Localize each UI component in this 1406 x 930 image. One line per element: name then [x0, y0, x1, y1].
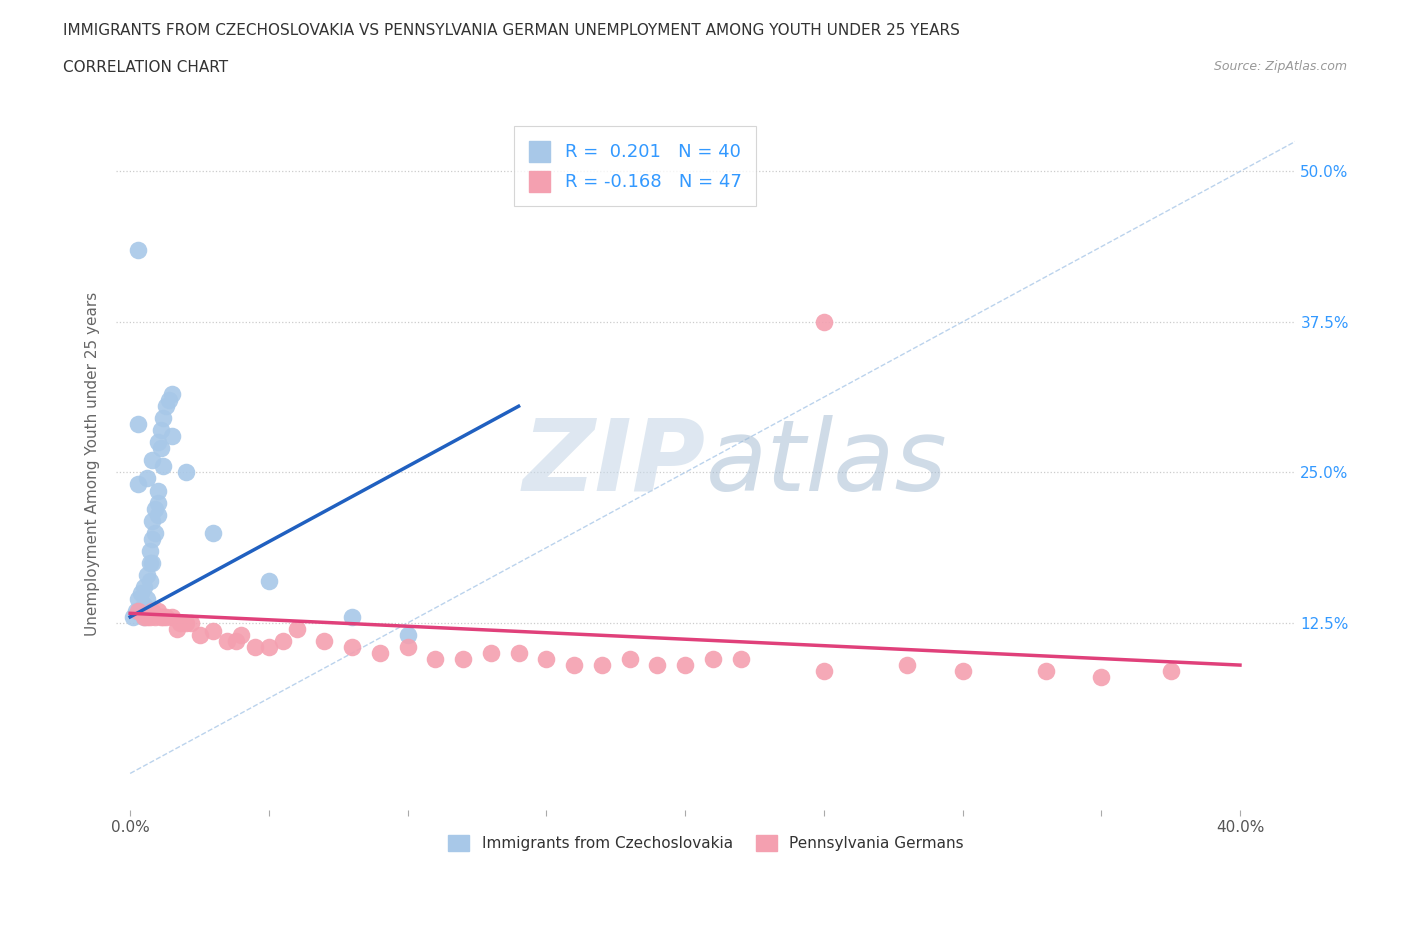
Point	[202, 624, 225, 639]
Point	[536, 652, 558, 667]
Point	[702, 652, 724, 667]
Y-axis label: Unemployment Among Youth under 25 years: Unemployment Among Youth under 25 years	[86, 291, 100, 635]
Point	[132, 597, 155, 612]
Point	[425, 652, 447, 667]
Point	[174, 465, 197, 480]
Point	[591, 658, 613, 672]
Point	[285, 621, 308, 636]
Point	[143, 501, 166, 516]
Point	[174, 616, 197, 631]
Point	[138, 574, 160, 589]
Point	[813, 314, 835, 329]
Point	[141, 453, 163, 468]
Point	[127, 604, 149, 618]
Point	[647, 658, 669, 672]
Point	[132, 609, 155, 624]
Point	[141, 604, 163, 618]
Point	[127, 477, 149, 492]
Point	[135, 471, 157, 485]
Text: IMMIGRANTS FROM CZECHOSLOVAKIA VS PENNSYLVANIA GERMAN UNEMPLOYMENT AMONG YOUTH U: IMMIGRANTS FROM CZECHOSLOVAKIA VS PENNSY…	[63, 23, 960, 38]
Point	[340, 640, 363, 655]
Point	[143, 525, 166, 540]
Point	[155, 399, 177, 414]
Point	[129, 604, 152, 618]
Point	[673, 658, 696, 672]
Point	[135, 567, 157, 582]
Point	[202, 525, 225, 540]
Point	[160, 429, 183, 444]
Point	[619, 652, 641, 667]
Point	[508, 645, 530, 660]
Point	[146, 507, 169, 522]
Point	[127, 243, 149, 258]
Text: atlas: atlas	[706, 415, 948, 512]
Point	[562, 658, 585, 672]
Point	[141, 531, 163, 546]
Point	[146, 483, 169, 498]
Point	[127, 591, 149, 606]
Text: Source: ZipAtlas.com: Source: ZipAtlas.com	[1213, 60, 1347, 73]
Point	[257, 574, 280, 589]
Point	[896, 658, 918, 672]
Point	[271, 633, 294, 648]
Point	[155, 609, 177, 624]
Point	[396, 628, 419, 643]
Point	[160, 609, 183, 624]
Text: ZIP: ZIP	[523, 415, 706, 512]
Point	[132, 609, 155, 624]
Point	[129, 585, 152, 600]
Point	[125, 604, 148, 618]
Point	[180, 616, 202, 631]
Point	[149, 423, 172, 438]
Point	[152, 459, 174, 474]
Point	[1090, 670, 1112, 684]
Point	[160, 387, 183, 402]
Point	[138, 543, 160, 558]
Point	[146, 604, 169, 618]
Point	[952, 664, 974, 679]
Legend: Immigrants from Czechoslovakia, Pennsylvania Germans: Immigrants from Czechoslovakia, Pennsylv…	[441, 829, 970, 857]
Point	[141, 513, 163, 528]
Point	[152, 411, 174, 426]
Point	[149, 441, 172, 456]
Point	[157, 392, 180, 407]
Point	[169, 616, 191, 631]
Point	[368, 645, 391, 660]
Point	[135, 609, 157, 624]
Point	[132, 579, 155, 594]
Point	[217, 633, 239, 648]
Text: CORRELATION CHART: CORRELATION CHART	[63, 60, 228, 75]
Point	[146, 435, 169, 450]
Point	[149, 609, 172, 624]
Point	[225, 633, 247, 648]
Point	[166, 621, 188, 636]
Point	[243, 640, 266, 655]
Point	[813, 664, 835, 679]
Point	[314, 633, 336, 648]
Point	[122, 609, 145, 624]
Point	[127, 417, 149, 432]
Point	[188, 628, 211, 643]
Point	[141, 555, 163, 570]
Point	[143, 609, 166, 624]
Point	[146, 495, 169, 510]
Point	[396, 640, 419, 655]
Point	[479, 645, 502, 660]
Point	[138, 609, 160, 624]
Point	[1035, 664, 1057, 679]
Point	[138, 555, 160, 570]
Point	[135, 591, 157, 606]
Point	[229, 628, 252, 643]
Point	[340, 609, 363, 624]
Point	[1160, 664, 1182, 679]
Point	[257, 640, 280, 655]
Point	[451, 652, 474, 667]
Point	[730, 652, 752, 667]
Point	[152, 609, 174, 624]
